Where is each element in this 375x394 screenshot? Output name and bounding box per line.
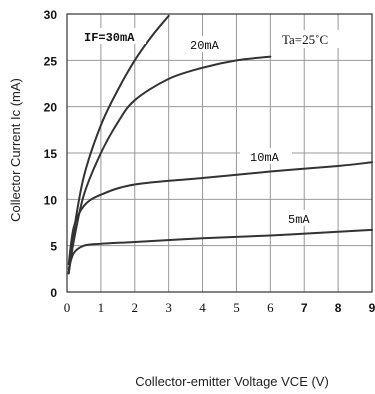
y-tick-label-30: 30	[44, 8, 58, 22]
series-label-20mA: 20mA	[190, 39, 220, 53]
series-line-if-30ma	[67, 14, 170, 275]
y-tick-label-10: 10	[44, 193, 58, 207]
x-tick-label-0: 0	[64, 300, 71, 315]
series-label-10mA: 10mA	[250, 151, 280, 165]
y-tick-label-25: 25	[44, 54, 58, 68]
x-tick-label-6: 6	[267, 300, 274, 315]
series-label-30mA: IF=30mA	[84, 31, 135, 45]
y-tick-label-5: 5	[50, 240, 57, 254]
label-bg-30	[80, 28, 146, 44]
x-tick-label-4: 4	[199, 300, 206, 315]
x-tick-label-1: 1	[98, 300, 105, 315]
tick-labels: 0 1 2 3 4 5 6 7 8 9 0 5 10 15 20 25 30	[44, 8, 375, 315]
label-bg-5	[284, 210, 314, 226]
series-label-5mA: 5mA	[288, 213, 310, 227]
x-tick-label-2: 2	[132, 300, 139, 315]
x-tick-label-5: 5	[233, 300, 240, 315]
y-tick-label-20: 20	[44, 101, 58, 115]
label-bg-20	[186, 36, 224, 52]
series-line-20ma	[67, 55, 272, 275]
y-tick-label-0: 0	[50, 286, 57, 300]
series-line-10ma	[67, 161, 373, 266]
plot-frame	[66, 13, 373, 293]
x-tick-label-8: 8	[335, 301, 342, 315]
y-axis-title: Collector Current Ic (mA)	[8, 78, 23, 222]
x-axis-title: Collector-emitter Voltage VCE (V)	[135, 374, 329, 389]
curves	[67, 14, 373, 275]
y-tick-label-15: 15	[44, 147, 58, 161]
label-bg-10	[240, 148, 292, 164]
grid	[66, 13, 373, 293]
series-line-5ma	[67, 228, 373, 270]
x-tick-label-3: 3	[165, 300, 172, 315]
x-tick-label-9: 9	[369, 301, 375, 315]
x-tick-label-7: 7	[301, 301, 308, 315]
label-bg-cond	[276, 30, 354, 48]
condition-label: Ta=25˚C	[282, 32, 328, 47]
